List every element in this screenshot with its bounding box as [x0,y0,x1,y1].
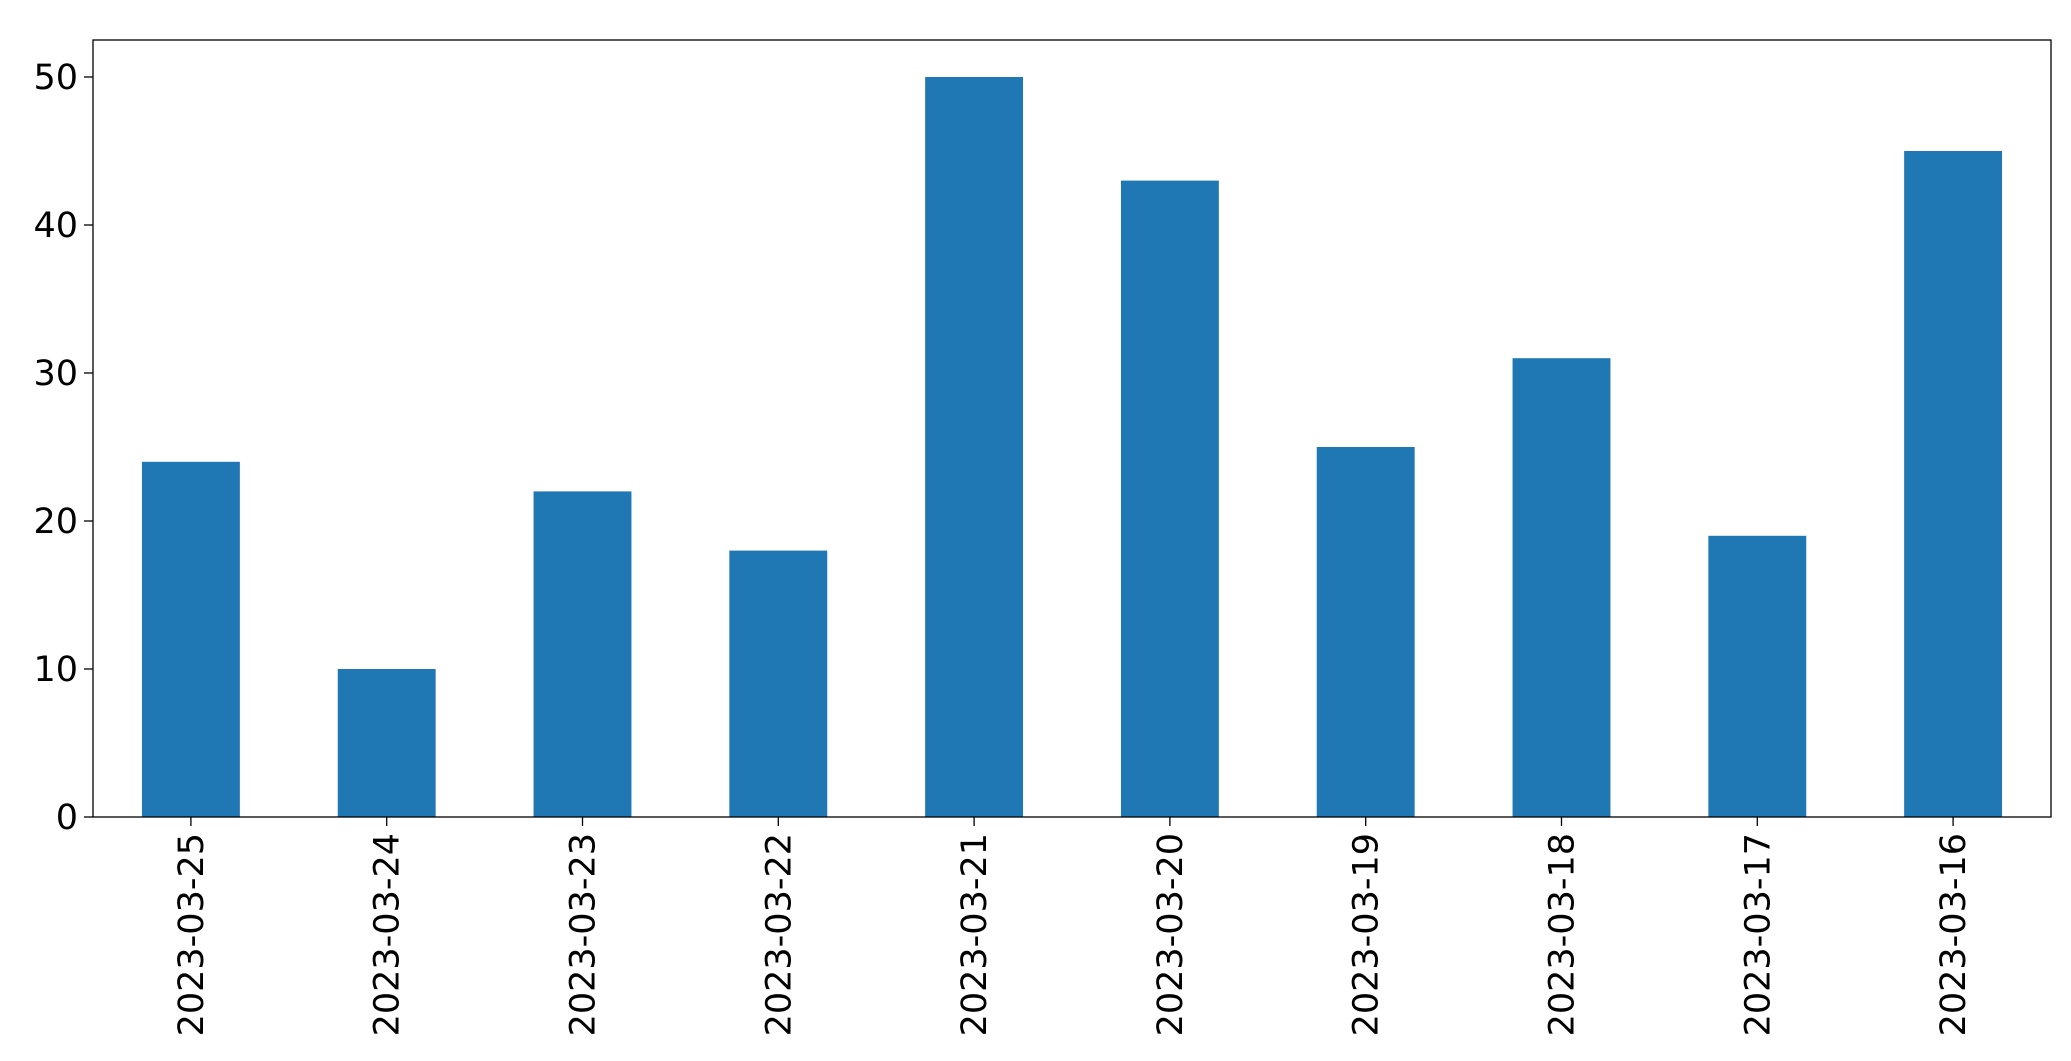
y-tick-label: 40 [33,206,78,246]
y-tick-label: 10 [33,650,78,690]
bar [1316,447,1415,817]
bar [1708,535,1807,817]
x-tick-label: 2023-03-21 [955,833,995,1036]
y-tick-label: 50 [33,58,78,98]
plot-frame [92,39,2052,818]
y-tick-label: 30 [33,354,78,394]
bar [1512,358,1611,817]
y-tick-label: 0 [56,798,78,838]
bar [1904,151,2003,817]
bar [925,77,1024,817]
bar [141,461,240,817]
x-tick-label: 2023-03-24 [368,833,408,1036]
x-tick-label: 2023-03-25 [172,833,212,1036]
x-tick-label: 2023-03-23 [564,833,604,1036]
y-tick-label: 20 [33,502,78,542]
x-tick-label: 2023-03-19 [1347,833,1387,1036]
x-tick-label: 2023-03-16 [1934,833,1974,1036]
x-tick-label: 2023-03-20 [1151,833,1191,1036]
x-tick-label: 2023-03-22 [759,833,799,1036]
x-tick-label: 2023-03-17 [1738,833,1778,1036]
bar [533,491,632,817]
x-tick-label: 2023-03-18 [1543,833,1583,1036]
bar [337,669,436,817]
bar [729,550,828,817]
bar [1120,180,1219,818]
